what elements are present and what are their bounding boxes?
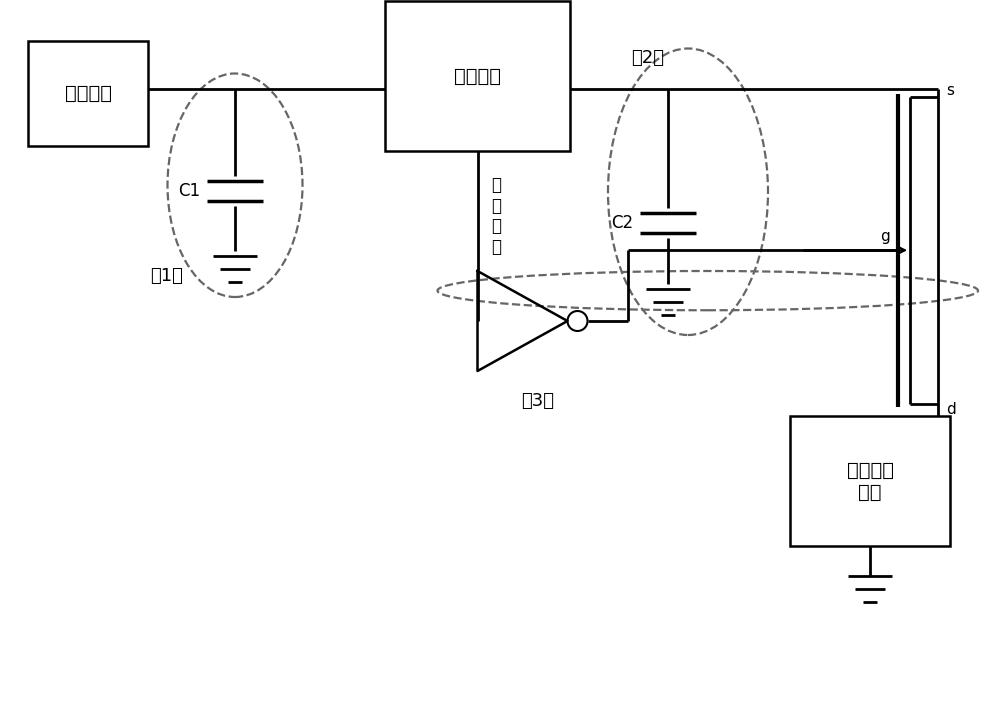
Text: （3）: （3）	[521, 392, 554, 410]
Text: 升压芯片: 升压芯片	[454, 67, 501, 85]
Text: 应用电路
模块: 应用电路 模块	[846, 461, 894, 501]
Text: C2: C2	[611, 214, 633, 232]
Text: （2）: （2）	[632, 50, 664, 68]
Text: 指
示
信
号: 指 示 信 号	[492, 176, 502, 256]
Bar	[790, 416, 950, 546]
Text: g: g	[880, 229, 890, 244]
Text: d: d	[946, 402, 956, 417]
Bar	[385, 1, 570, 151]
Text: （1）: （1）	[151, 267, 183, 285]
Text: 整流输出: 整流输出	[64, 84, 112, 103]
Text: s: s	[946, 83, 954, 98]
Bar	[28, 41, 148, 146]
Text: C1: C1	[178, 182, 200, 200]
